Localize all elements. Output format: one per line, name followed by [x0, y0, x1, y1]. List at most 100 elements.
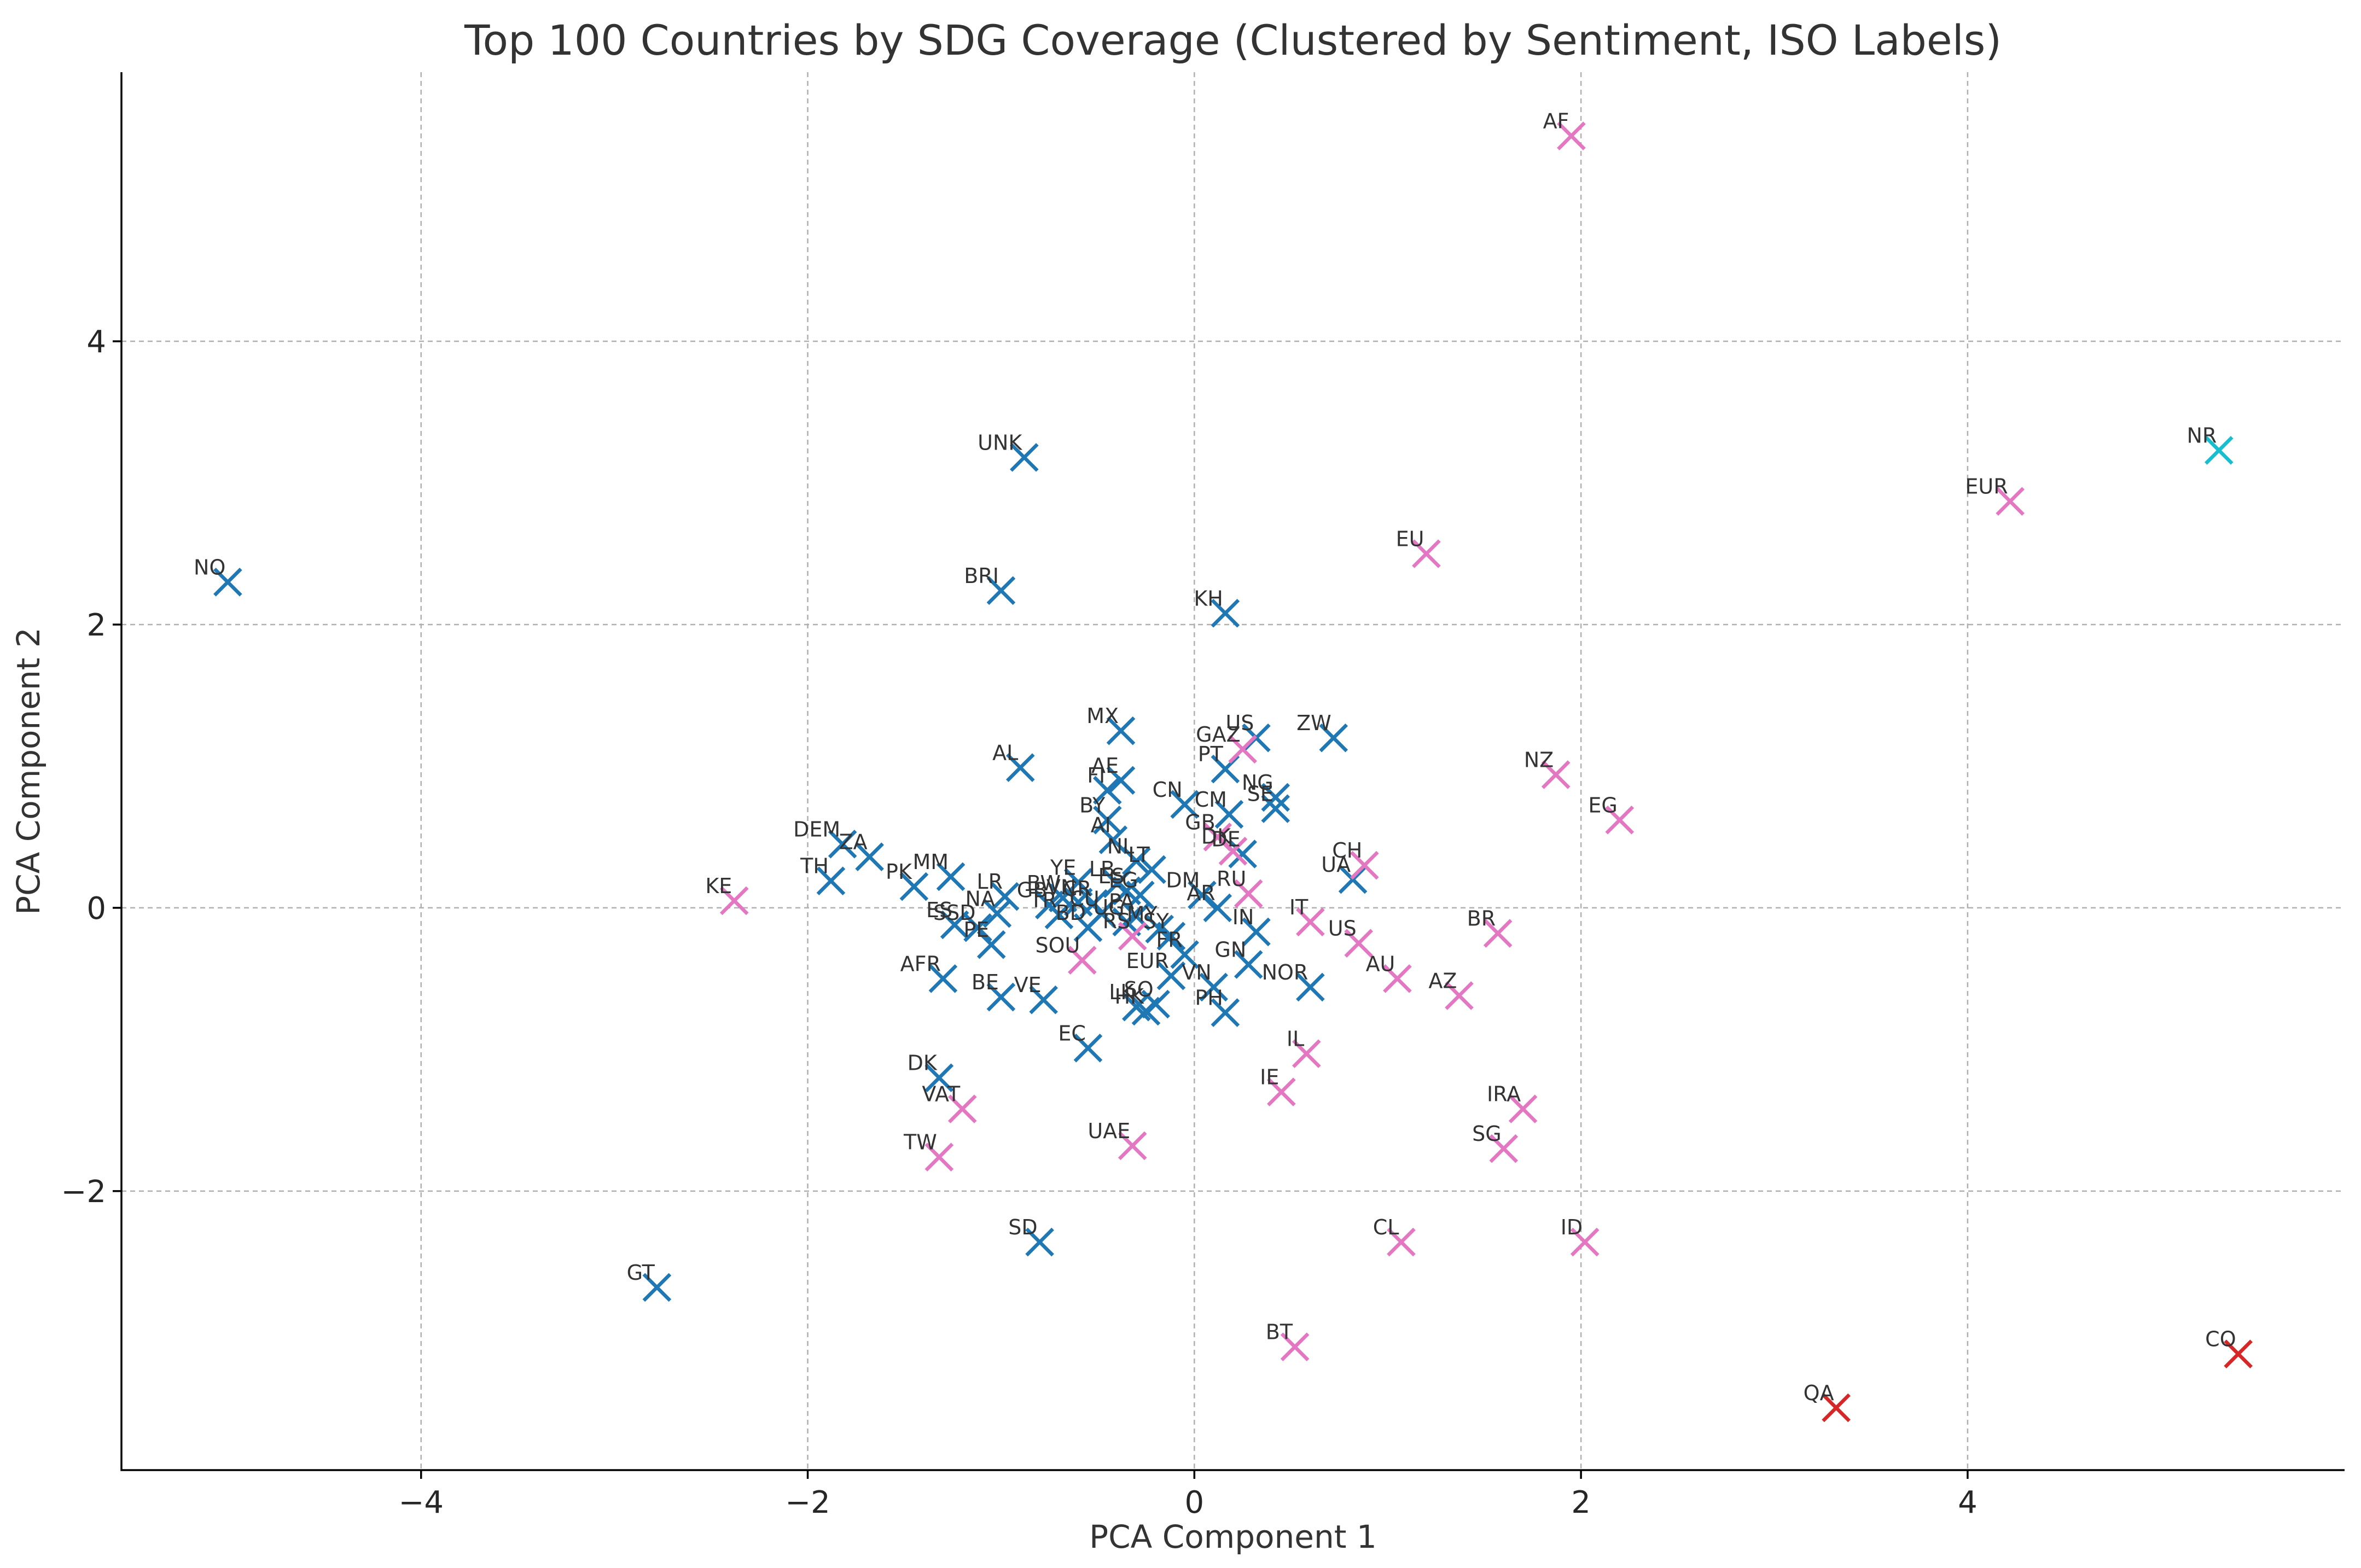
data-point-label: NR	[2186, 423, 2217, 447]
y-tick-label: 0	[86, 891, 106, 926]
data-point-marker	[982, 899, 1012, 928]
data-point-label: AFR	[900, 952, 941, 976]
data-point-label: PA	[1109, 889, 1134, 913]
data-point-label: IE	[1260, 1065, 1279, 1089]
data-point-marker	[1234, 950, 1263, 979]
x-tick-label: 4	[1958, 1485, 1978, 1520]
data-point-label: CN	[1153, 778, 1183, 802]
x-tick-label: −2	[785, 1485, 830, 1520]
data-point-marker	[1508, 1094, 1538, 1123]
data-point-label: QA	[1804, 1381, 1834, 1405]
data-point-marker	[1029, 985, 1058, 1015]
data-point-label: SG	[1472, 1122, 1502, 1146]
data-point-marker	[1296, 972, 1325, 1002]
data-point-marker	[1170, 790, 1199, 819]
data-point-label: ZW	[1296, 711, 1331, 735]
data-point-marker	[986, 982, 1016, 1012]
data-point-label: EUR	[1126, 949, 1169, 973]
x-tick-label: 0	[1185, 1485, 1205, 1520]
data-point-marker	[1122, 847, 1151, 876]
data-point-label: YE	[1050, 855, 1076, 879]
data-point-label: NL	[1107, 834, 1135, 858]
data-point-label: GB	[1185, 810, 1216, 834]
data-point-marker	[963, 913, 992, 942]
data-point-label: FR	[1156, 928, 1182, 952]
data-point-label: AI	[1091, 813, 1111, 837]
data-point-marker	[1296, 907, 1325, 937]
data-point-label: EUR	[1965, 475, 2008, 499]
x-axis-ticks: −4 −2 0 2 4	[398, 1470, 1978, 1520]
data-point-label: AL	[992, 741, 1018, 765]
data-point-label: MM	[912, 850, 949, 874]
data-point-marker	[976, 930, 1006, 959]
data-point-label: NA	[965, 887, 995, 911]
data-point-marker	[1489, 1134, 1519, 1163]
data-point-marker	[1319, 723, 1348, 753]
data-point-marker	[1242, 917, 1271, 947]
data-point-label: EC	[1058, 1021, 1086, 1045]
data-point-label: NG	[1242, 771, 1273, 795]
data-point-marker	[1203, 893, 1232, 923]
data-point-marker	[213, 567, 242, 597]
data-point-label: IL	[1287, 1027, 1304, 1051]
data-point-label: UAE	[1088, 1119, 1130, 1143]
data-point-label: ES	[1098, 864, 1124, 888]
data-point-marker	[1292, 1039, 1321, 1068]
data-point-label: FI	[1087, 763, 1105, 788]
data-point-marker	[1044, 900, 1074, 930]
data-point-marker	[1218, 837, 1248, 866]
data-point-label: ES	[926, 898, 952, 922]
data-point-marker	[1267, 1077, 1296, 1106]
data-point-label: SD	[1008, 1215, 1037, 1239]
data-point-marker	[2224, 1339, 2253, 1368]
x-axis-label: PCA Component 1	[1089, 1518, 1377, 1555]
data-point-label: GB	[1017, 878, 1048, 902]
data-point-label: CU	[1069, 887, 1099, 911]
data-point-marker	[1211, 598, 1240, 628]
data-point-label: LR	[976, 870, 1003, 894]
data-point-marker	[1211, 998, 1240, 1027]
data-point-label: HK	[1114, 984, 1144, 1009]
data-point-label: DE	[1211, 827, 1240, 851]
data-point-label: CL	[1373, 1215, 1399, 1239]
data-point-marker	[1156, 922, 1186, 951]
data-point-marker	[1234, 879, 1263, 908]
data-point-marker	[1098, 825, 1128, 854]
data-point-label: CM	[1195, 788, 1227, 812]
data-point-marker	[828, 830, 857, 859]
data-point-label: BT	[1266, 1320, 1293, 1344]
data-point-label: CO	[2205, 1327, 2236, 1351]
data-point-label: DK	[1201, 824, 1231, 848]
data-point-label: GT	[627, 1261, 655, 1285]
data-point-label: CR	[1063, 877, 1092, 901]
data-point-label: SO	[1124, 977, 1154, 1001]
data-point-marker	[1214, 800, 1244, 829]
data-point-label: BR	[1467, 907, 1496, 931]
data-point-marker	[1228, 840, 1257, 868]
data-point-label: IRA	[1487, 1082, 1521, 1106]
data-point-label: TH	[800, 854, 829, 878]
data-point-label: RS	[1103, 910, 1131, 934]
data-point-label: RU	[1217, 867, 1246, 891]
data-point-label: BD	[1056, 901, 1086, 925]
data-point-label: PE	[963, 918, 989, 942]
data-point-label: LT	[1128, 843, 1150, 867]
data-point-label: DM	[1166, 868, 1200, 893]
data-point-label: AE	[1091, 754, 1119, 778]
data-point-marker	[2204, 436, 2234, 465]
data-point-label: BY	[1079, 793, 1106, 817]
data-point-marker	[1557, 121, 1586, 150]
data-point-marker	[719, 886, 749, 916]
data-point-label: BE	[972, 970, 999, 994]
data-point-label: ZA	[839, 830, 868, 854]
data-point-marker	[1073, 913, 1103, 942]
data-point-label: AR	[1187, 881, 1215, 905]
data-point-label: PT	[1198, 742, 1224, 766]
y-tick-label: 4	[86, 324, 106, 360]
data-point-label: VN	[1182, 960, 1211, 984]
y-axis-label: PCA Component 2	[10, 627, 47, 915]
data-point-label: EU	[1396, 527, 1424, 551]
data-point-label: PK	[886, 860, 912, 884]
data-point-marker	[1350, 850, 1379, 880]
